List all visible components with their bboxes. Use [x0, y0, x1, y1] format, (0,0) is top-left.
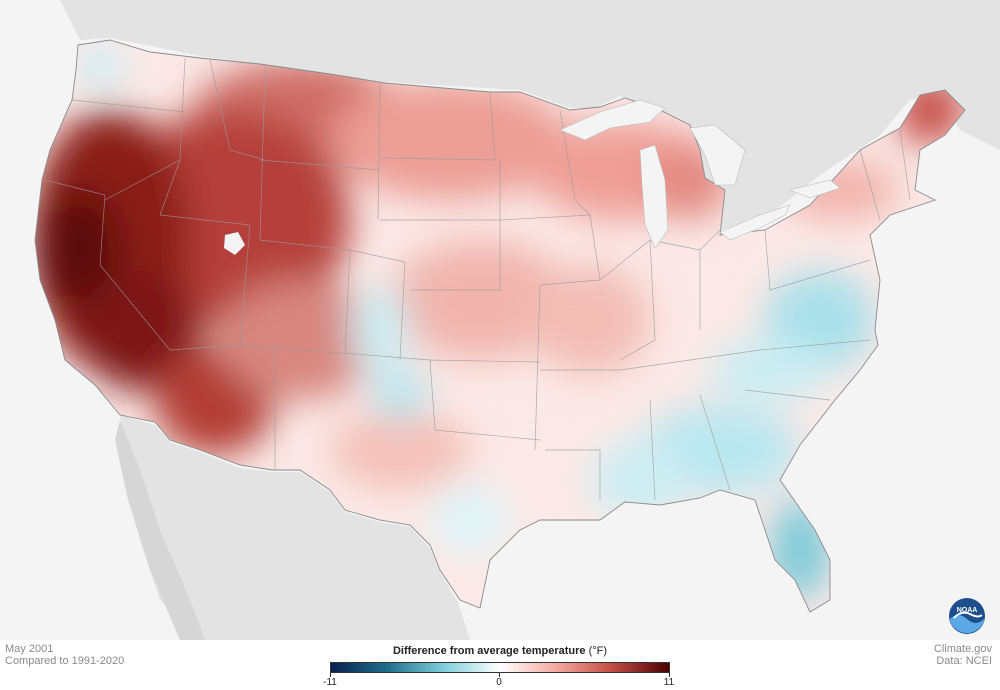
legend-title: Difference from average temperature (°F): [330, 645, 670, 657]
legend-tick-mid: [499, 673, 500, 677]
great-lakes: [559, 99, 841, 249]
noaa-logo-text: NOAA: [957, 607, 978, 614]
legend-tick-min: [330, 673, 331, 677]
credit-data: Data: NCEI: [936, 655, 992, 667]
noaa-logo-icon: NOAA: [949, 598, 985, 634]
great-salt-lake: [224, 232, 245, 255]
baja-peninsula: [115, 420, 205, 640]
legend-title-text: Difference from average temperature: [392, 645, 586, 657]
legend-color-bar: [330, 662, 670, 673]
baseline-label: Compared to 1991-2020: [5, 655, 125, 667]
mexico-land: [120, 415, 470, 640]
date-label: May 2001: [5, 643, 54, 655]
lake-ontario: [789, 179, 841, 199]
legend-max-label: 11: [663, 677, 675, 688]
credit-site: Climate.gov: [933, 643, 992, 655]
lake-erie: [719, 204, 791, 241]
map-area: [34, 0, 1000, 640]
lake-superior: [559, 99, 666, 141]
lake-huron: [689, 124, 746, 186]
canada-land: [60, 0, 1000, 230]
legend-min-label: -11: [323, 677, 337, 688]
legend-mid-label: 0: [496, 677, 502, 688]
legend-unit: (°F): [588, 645, 608, 657]
us-temperature-anomaly-map: [34, 0, 1000, 640]
lake-michigan: [639, 144, 669, 249]
us-outline: [34, 39, 966, 613]
legend-tick-max: [669, 673, 670, 677]
